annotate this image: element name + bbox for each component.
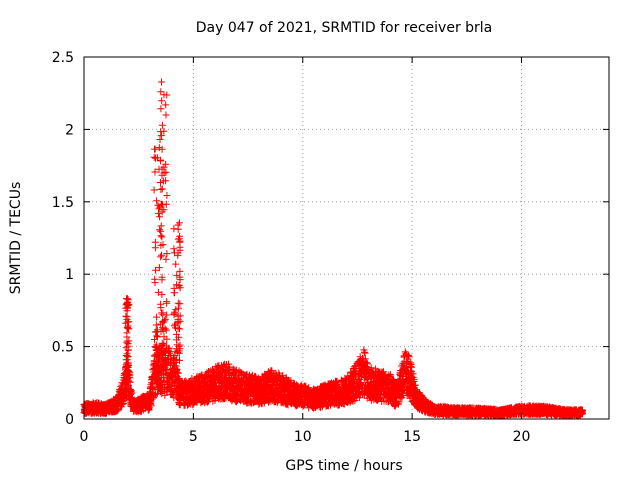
y-tick-label: 0.5: [52, 340, 74, 356]
grid-lines: [84, 57, 609, 419]
y-tick-label: 1: [65, 267, 74, 283]
x-axis-label: GPS time / hours: [285, 458, 402, 474]
x-tick-label: 15: [403, 429, 421, 445]
x-tick-label: 0: [80, 429, 89, 445]
y-tick-label: 2.5: [52, 50, 74, 66]
x-tick-label: 10: [294, 429, 312, 445]
y-tick-label: 1.5: [52, 195, 74, 211]
axis-ticks: 0 5 10 15 20 0 0.5 1 1.5 2 2.5: [52, 50, 609, 445]
plot-border: [83, 56, 610, 420]
x-tick-label: 5: [189, 429, 198, 445]
x-tick-label: 20: [513, 429, 531, 445]
y-tick-label: 2: [65, 122, 74, 138]
y-axis-label: SRMTID / TECUs: [8, 182, 24, 295]
chart-title: Day 047 of 2021, SRMTID for receiver brl…: [196, 20, 493, 36]
y-tick-label: 0: [65, 412, 74, 428]
